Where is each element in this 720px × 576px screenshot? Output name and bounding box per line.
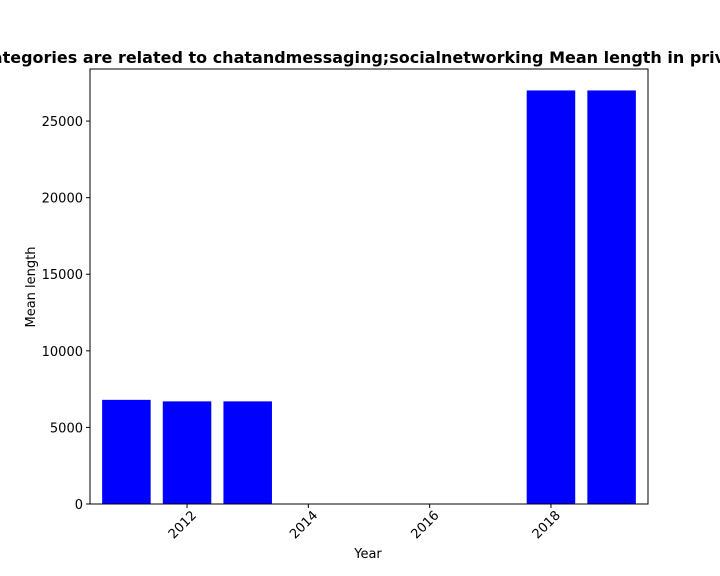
plot-area-frame <box>89 68 649 505</box>
y-tick-label: 20000 <box>42 192 83 207</box>
y-tick-label: 25000 <box>42 115 83 130</box>
bar-2013 <box>223 401 272 504</box>
x-axis-ticks: 2012 2014 2016 2018 <box>166 504 564 542</box>
y-axis-ticks: 0 5000 10000 15000 20000 25000 <box>42 115 90 513</box>
x-tick-label: 2018 <box>530 508 564 542</box>
bar-series <box>102 90 636 504</box>
x-axis-label: Year <box>353 547 382 562</box>
y-axis-label: Mean length <box>24 247 39 328</box>
x-tick-label: 2012 <box>166 508 200 542</box>
chart-title: Which categories are related to chatandm… <box>0 48 720 67</box>
x-tick-label: 2016 <box>408 508 442 542</box>
x-tick-label: 2014 <box>287 508 321 542</box>
y-tick-label: 5000 <box>50 421 83 436</box>
y-tick-label: 0 <box>75 498 83 513</box>
y-tick-label: 15000 <box>42 268 83 283</box>
y-tick-label: 10000 <box>42 345 83 360</box>
bar-2012 <box>162 401 212 504</box>
bar-2019 <box>587 90 636 504</box>
bar-2018 <box>526 90 576 504</box>
bar-2011 <box>102 399 151 504</box>
